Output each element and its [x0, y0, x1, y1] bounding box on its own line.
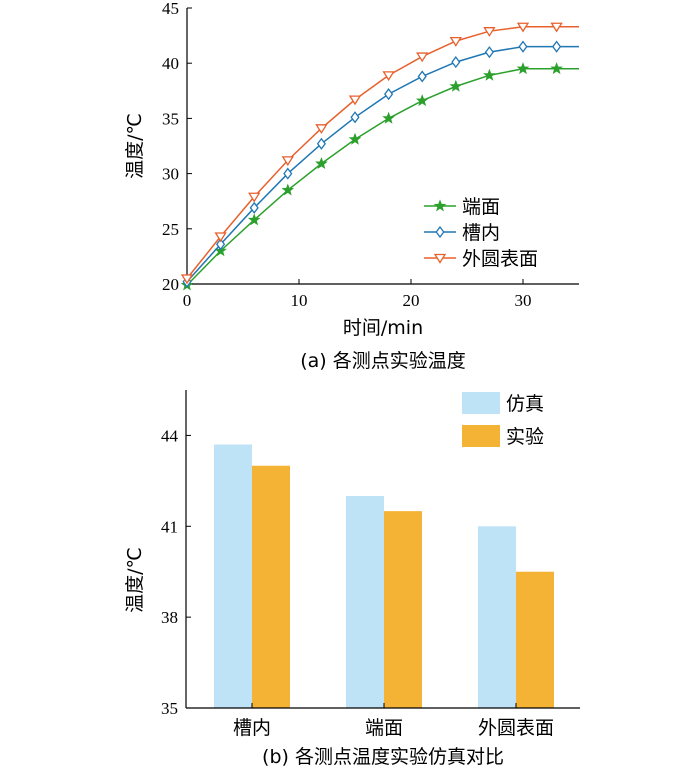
bar: [346, 496, 384, 708]
bar: [252, 465, 290, 708]
y-tick-label: 41: [161, 517, 178, 536]
data-point: [552, 40, 562, 53]
bar-group: [214, 444, 554, 708]
series-group: [180, 22, 579, 291]
line-chart: 20 25 30 35 40 45 0 10 20 30 时间/min 温度/℃ 端面槽内外圆表…: [124, 0, 579, 372]
legend-swatch: [462, 392, 500, 414]
data-point: [449, 79, 463, 92]
y-tick-label: 20: [162, 275, 179, 294]
data-point: [416, 52, 429, 63]
data-point: [449, 36, 462, 47]
data-point: [214, 232, 227, 243]
data-point: [281, 183, 295, 196]
legend-entry: 仿真: [462, 392, 544, 415]
data-point: [316, 137, 326, 150]
data-point: [382, 71, 395, 82]
y-tick-label: 35: [162, 109, 179, 128]
data-point: [550, 62, 563, 75]
data-point: [247, 213, 261, 226]
legend-marker: [435, 225, 445, 239]
series-item-2: [180, 22, 579, 285]
data-point: [281, 156, 294, 167]
data-point: [451, 56, 461, 69]
y-tick-group: 20 25 30 35 40 45: [162, 0, 192, 294]
data-point: [516, 62, 530, 75]
legend-entry: 外圆表面: [424, 248, 538, 270]
x-tick-label: 10: [291, 291, 308, 310]
x-tick-label: 30: [515, 291, 532, 310]
data-point: [417, 70, 427, 83]
bar: [214, 444, 252, 708]
x-tick-label: 槽内: [233, 717, 271, 739]
x-axis-label: 时间/min: [343, 317, 423, 339]
legend-label: 外圆表面: [462, 248, 538, 270]
legend-entry: 端面: [424, 196, 500, 218]
legend-entry: 槽内: [424, 222, 500, 244]
data-point: [483, 27, 496, 37]
y-tick-label: 38: [161, 608, 178, 627]
data-point: [315, 124, 328, 135]
legend-entry: 实验: [462, 425, 544, 448]
data-point: [180, 274, 194, 285]
x-tick-label: 外圆表面: [478, 717, 554, 739]
data-point: [350, 111, 360, 124]
caption-a: (a) 各测点实验温度: [300, 350, 466, 372]
caption-b: (b) 各测点温度实验仿真对比: [262, 746, 504, 768]
data-point: [518, 40, 528, 53]
legend-label: 仿真: [506, 393, 544, 415]
legend-label: 实验: [506, 426, 544, 448]
x-tick-label: 20: [403, 291, 420, 310]
y-tick-label: 40: [162, 54, 179, 73]
y-axis-label: 温度/℃: [124, 113, 146, 179]
y-tick-label: 35: [161, 699, 178, 718]
bar: [384, 511, 422, 708]
data-point: [348, 95, 362, 106]
x-tick-label: 0: [183, 291, 192, 310]
bar: [478, 526, 516, 708]
series-item-0: [180, 62, 579, 291]
y-tick-group: 35 38 41 44: [161, 426, 191, 718]
y-tick-label: 45: [162, 0, 179, 18]
series-line: [186, 45, 579, 283]
data-point: [415, 94, 429, 107]
x-tick-group: 槽内 端面 外圆表面: [233, 703, 554, 739]
data-point: [516, 22, 530, 33]
y-axis-label: 温度/℃: [124, 547, 146, 613]
data-point: [484, 46, 494, 59]
x-tick-group: 0 10 20 30: [183, 279, 532, 310]
series-item-1: [182, 40, 579, 288]
bar: [516, 571, 554, 708]
legend-label: 端面: [462, 196, 500, 218]
data-point: [550, 22, 563, 33]
data-point: [216, 238, 226, 251]
legend-label: 槽内: [462, 222, 500, 244]
data-point: [248, 192, 261, 203]
data-point: [382, 111, 395, 124]
y-tick-label: 44: [161, 426, 179, 445]
data-point: [249, 201, 259, 214]
series-line: [186, 26, 579, 279]
legend-marker: [433, 199, 447, 212]
y-tick-label: 30: [162, 165, 179, 184]
data-point: [315, 157, 328, 170]
x-tick-label: 端面: [365, 717, 403, 739]
data-point: [348, 132, 362, 145]
data-point: [384, 88, 394, 101]
legend-swatch: [462, 425, 500, 447]
data-point: [483, 68, 496, 81]
legend-marker: [433, 253, 447, 264]
y-tick-label: 25: [162, 220, 179, 239]
data-point: [283, 167, 293, 180]
